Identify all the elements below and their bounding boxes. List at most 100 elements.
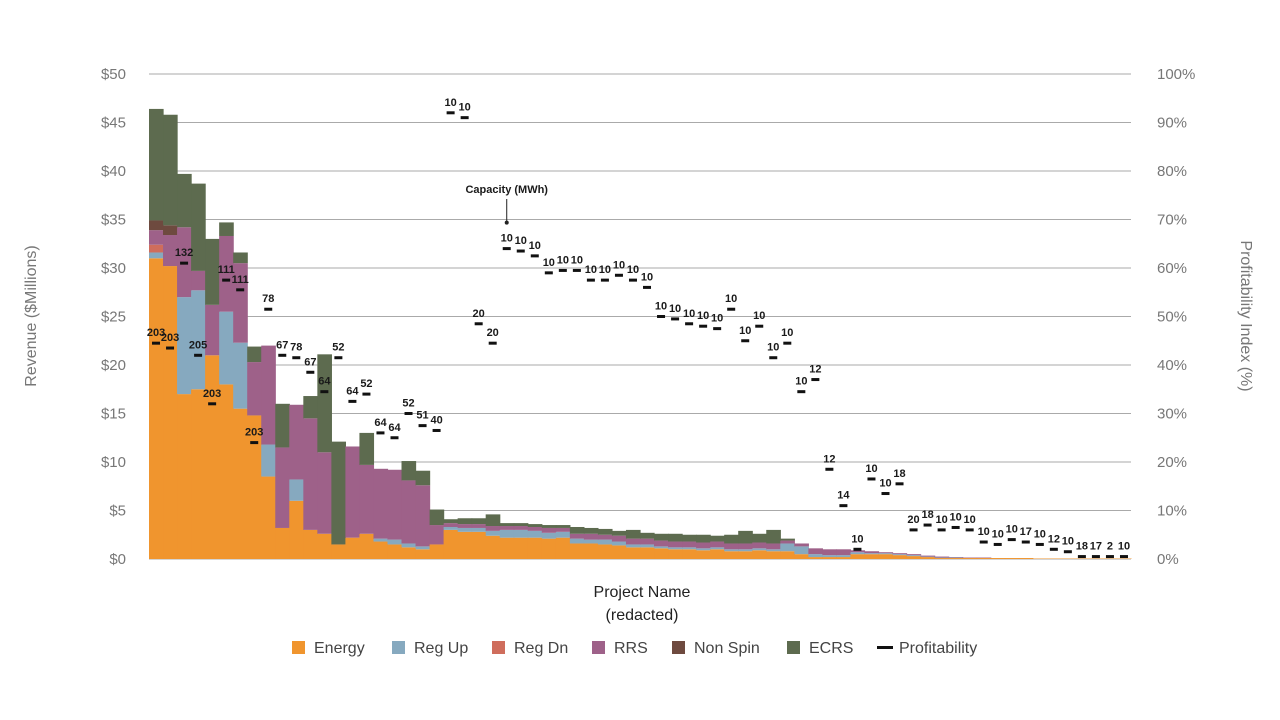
profitability-marker bbox=[825, 467, 834, 471]
capacity-label: 10 bbox=[978, 526, 990, 538]
capacity-label: 10 bbox=[669, 303, 681, 315]
bar-reg-up bbox=[668, 547, 683, 550]
capacity-label: 51 bbox=[416, 410, 428, 422]
bar-ecrs bbox=[359, 432, 375, 465]
bar-rrs bbox=[738, 543, 753, 550]
bar-reg-up bbox=[892, 554, 908, 556]
legend-swatch-energy bbox=[292, 641, 305, 654]
bar-energy bbox=[471, 531, 487, 559]
capacity-label: 10 bbox=[865, 463, 877, 475]
bar-energy bbox=[808, 557, 823, 559]
profitability-marker bbox=[558, 268, 567, 272]
bar-ecrs bbox=[177, 173, 192, 228]
profitability-marker bbox=[1077, 555, 1086, 559]
bar-rrs bbox=[892, 553, 908, 555]
capacity-label: 111 bbox=[232, 274, 249, 286]
capacity-label: 14 bbox=[837, 490, 850, 502]
capacity-label: 10 bbox=[627, 264, 639, 276]
bar-energy bbox=[878, 554, 894, 559]
bar-energy bbox=[499, 537, 515, 559]
capacity-label: 12 bbox=[823, 453, 835, 465]
bar-ecrs bbox=[303, 396, 318, 419]
bar-rrs bbox=[359, 464, 375, 534]
capacity-label: 205 bbox=[189, 339, 207, 351]
profitability-marker bbox=[1007, 538, 1016, 542]
profitability-marker bbox=[1063, 550, 1072, 554]
bar-energy bbox=[429, 544, 445, 559]
bar-energy bbox=[1018, 558, 1034, 559]
capacity-label: 10 bbox=[571, 254, 583, 266]
legend-label-reg-dn: Reg Dn bbox=[514, 640, 568, 657]
bar-rrs bbox=[457, 524, 473, 528]
profitability-marker bbox=[320, 390, 329, 394]
bar-energy bbox=[640, 547, 655, 559]
bar-energy bbox=[794, 554, 809, 559]
y-tick-label: $15 bbox=[101, 406, 126, 423]
capacity-label: 203 bbox=[245, 427, 263, 439]
profitability-marker bbox=[334, 356, 343, 360]
capacity-label: 10 bbox=[781, 327, 793, 339]
bar-rrs bbox=[219, 235, 234, 312]
bar-rrs bbox=[906, 554, 922, 556]
bar-rrs bbox=[163, 235, 178, 267]
bar-ecrs bbox=[219, 222, 234, 236]
capacity-label: 10 bbox=[851, 533, 863, 545]
bar-reg-up bbox=[443, 526, 459, 530]
y-tick-label: $0 bbox=[109, 551, 126, 568]
capacity-label: 18 bbox=[893, 468, 905, 480]
bar-rrs bbox=[149, 230, 164, 245]
capacity-label: 10 bbox=[641, 271, 653, 283]
bar-rrs bbox=[555, 527, 571, 532]
capacity-label: 10 bbox=[1118, 541, 1130, 553]
legend-label-profitability: Profitability bbox=[899, 640, 977, 657]
bar-non-spin bbox=[163, 225, 178, 236]
bar-energy bbox=[766, 551, 781, 559]
bar-energy bbox=[289, 500, 304, 559]
profitability-marker bbox=[180, 261, 189, 265]
bar-energy bbox=[387, 544, 403, 559]
bar-reg-up bbox=[611, 541, 627, 546]
bar-energy bbox=[682, 549, 697, 559]
bar-energy bbox=[331, 544, 346, 559]
y2-axis-title: Profitability Index (%) bbox=[1237, 240, 1254, 391]
bar-ecrs bbox=[710, 535, 725, 542]
capacity-label: 64 bbox=[346, 385, 359, 397]
legend-label-non-spin: Non Spin bbox=[694, 640, 760, 657]
capacity-label: 67 bbox=[276, 339, 288, 351]
bar-rrs bbox=[668, 541, 683, 548]
profitability-marker bbox=[474, 322, 483, 326]
profitability-marker bbox=[418, 424, 427, 428]
bar-reg-up bbox=[794, 546, 809, 555]
bar-rrs bbox=[682, 541, 697, 548]
bar-ecrs bbox=[668, 533, 683, 542]
profitability-markers bbox=[152, 111, 1128, 559]
bar-energy bbox=[373, 541, 389, 559]
profitability-marker bbox=[839, 504, 848, 508]
bar-energy bbox=[752, 550, 767, 559]
bar-reg-up bbox=[864, 553, 880, 555]
profitability-marker bbox=[1091, 555, 1100, 559]
bar-reg-up bbox=[401, 543, 417, 548]
bar-energy bbox=[583, 543, 599, 559]
bar-ecrs bbox=[499, 523, 515, 527]
capacity-label: 10 bbox=[950, 511, 962, 523]
profitability-marker bbox=[488, 341, 497, 345]
bar-rrs bbox=[275, 447, 290, 528]
profitability-marker bbox=[446, 111, 455, 115]
bar-ecrs bbox=[724, 534, 739, 544]
bar-energy bbox=[275, 527, 290, 559]
profitability-marker bbox=[390, 436, 399, 440]
bar-reg-up bbox=[289, 479, 304, 501]
profitability-marker bbox=[432, 428, 441, 432]
capacity-label: 10 bbox=[992, 528, 1004, 540]
bar-ecrs bbox=[471, 518, 487, 525]
bar-energy bbox=[948, 558, 964, 559]
capacity-label: 10 bbox=[964, 514, 976, 526]
bar-rrs bbox=[401, 480, 417, 544]
capacity-label: 203 bbox=[147, 327, 165, 339]
bar-ecrs bbox=[513, 523, 529, 527]
bar-rrs bbox=[345, 446, 361, 538]
profitability-marker bbox=[853, 547, 862, 551]
bar-energy bbox=[205, 355, 220, 559]
bar-energy bbox=[906, 556, 922, 559]
